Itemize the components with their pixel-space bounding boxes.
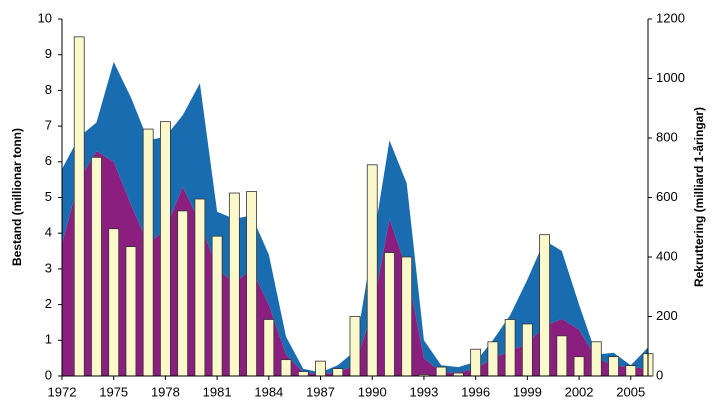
y2-tick-label: 0 — [656, 367, 663, 382]
x-tick-label: 1996 — [461, 384, 490, 399]
y-tick-label: 1 — [45, 332, 52, 347]
x-tick-label: 1981 — [203, 384, 232, 399]
x-tick-label: 1975 — [99, 384, 128, 399]
area — [62, 61, 648, 375]
bar — [194, 198, 206, 377]
bar — [211, 235, 223, 377]
y2-tick-label: 600 — [656, 189, 678, 204]
bar — [297, 371, 309, 377]
bar — [556, 335, 568, 377]
bar — [228, 192, 240, 377]
y2-tick-label: 200 — [656, 308, 678, 323]
x-tick-label: 1984 — [254, 384, 283, 399]
y-tick-label: 6 — [45, 153, 52, 168]
bar — [573, 356, 585, 377]
bar — [73, 36, 85, 377]
x-tick-label: 2002 — [565, 384, 594, 399]
bar — [160, 121, 171, 377]
bar — [521, 323, 533, 377]
y2-tick-label: 1000 — [656, 70, 685, 85]
y-axis-title: Bestand (millionar tonn) — [10, 128, 24, 266]
y-tick-label: 8 — [45, 82, 52, 97]
x-tick-label: 1999 — [513, 384, 542, 399]
bar — [435, 366, 447, 377]
bar — [280, 359, 292, 377]
y2-tick-label: 400 — [656, 248, 678, 263]
x-tick-label: 1990 — [358, 384, 387, 399]
y2-axis-title: Rekruttering (milliard 1-åringar) — [692, 107, 706, 287]
bar — [487, 341, 499, 377]
y-tick-label: 3 — [45, 260, 52, 275]
x-tick-label: 1978 — [151, 384, 180, 399]
bar — [366, 164, 378, 377]
bar — [332, 368, 344, 377]
y-tick-label: 7 — [45, 118, 52, 133]
y-tick-label: 4 — [45, 225, 52, 240]
y-tick-label: 9 — [45, 46, 52, 61]
x-tick-label: 2005 — [616, 384, 645, 399]
area — [62, 151, 648, 376]
bar — [539, 234, 550, 377]
y-tick-label: 0 — [45, 367, 52, 382]
bar — [108, 228, 120, 377]
bar — [177, 210, 189, 377]
bar — [401, 256, 413, 377]
y-tick-label: 5 — [45, 189, 52, 204]
bar — [625, 365, 637, 377]
bar — [263, 319, 275, 377]
bar — [384, 252, 395, 377]
x-tick-label: 1972 — [48, 384, 77, 399]
bar — [590, 341, 602, 377]
bar — [91, 156, 102, 377]
bar — [125, 246, 137, 377]
bar — [349, 316, 361, 377]
y-tick-label: 2 — [45, 296, 52, 311]
bar — [470, 348, 482, 377]
x-tick-label: 1987 — [306, 384, 335, 399]
y-tick-label: 10 — [38, 10, 52, 25]
x-tick-label: 1993 — [409, 384, 438, 399]
bar — [142, 128, 154, 377]
bar — [504, 319, 516, 377]
y2-tick-label: 1200 — [656, 10, 685, 25]
bar — [315, 360, 326, 377]
y2-tick-label: 800 — [656, 129, 678, 144]
bar — [608, 356, 619, 377]
bar — [246, 191, 257, 377]
